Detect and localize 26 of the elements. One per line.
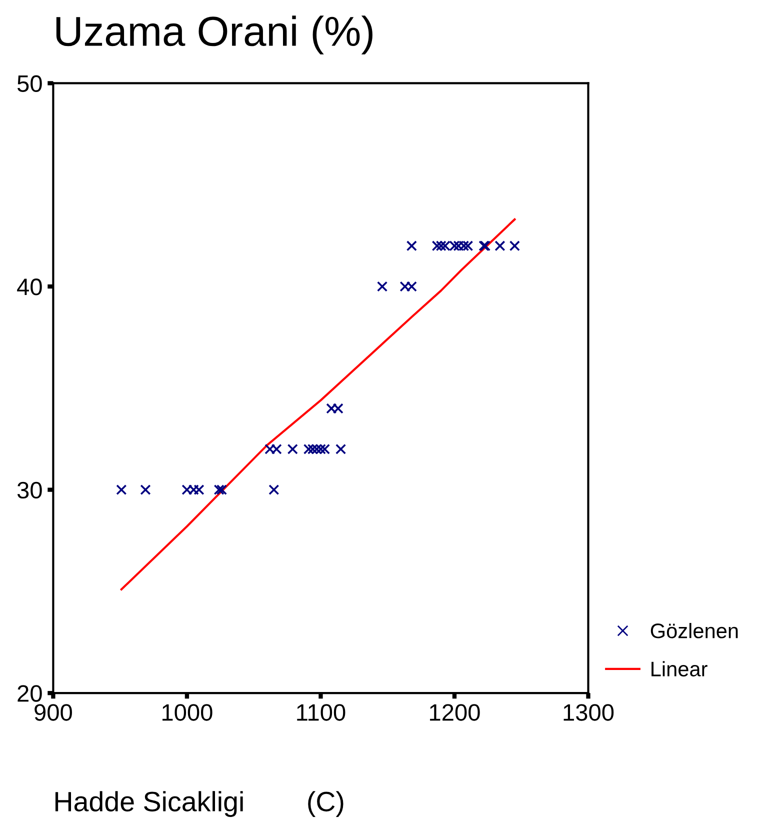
point [287,444,298,454]
point [335,444,346,454]
y-tick-label: 40 [17,278,42,296]
line-series [120,218,516,590]
x-tick-label: 900 [34,704,72,721]
y-tick-label: 50 [17,75,42,92]
x-tick-label: 1200 [430,704,480,721]
x-axis-title: Hadde Sicakligi (C) [55,791,344,817]
point [406,240,417,252]
point [216,484,228,496]
legend-label: Gözlenen [650,622,738,638]
y-tick-label: 20 [18,685,42,702]
chart-title: Uzama Orani (%) [56,16,372,54]
x-tick-label: 1100 [297,704,346,721]
point [116,484,127,496]
legend-label: Linear [652,661,708,676]
point [140,484,151,496]
point [268,484,280,496]
y-tick-label: 30 [17,482,42,499]
point [214,484,224,496]
point [509,240,520,252]
x-tick-label: 1300 [564,704,614,721]
x-tick-label: 1000 [162,704,212,721]
point [494,240,506,252]
point [436,240,446,252]
point [376,281,388,292]
